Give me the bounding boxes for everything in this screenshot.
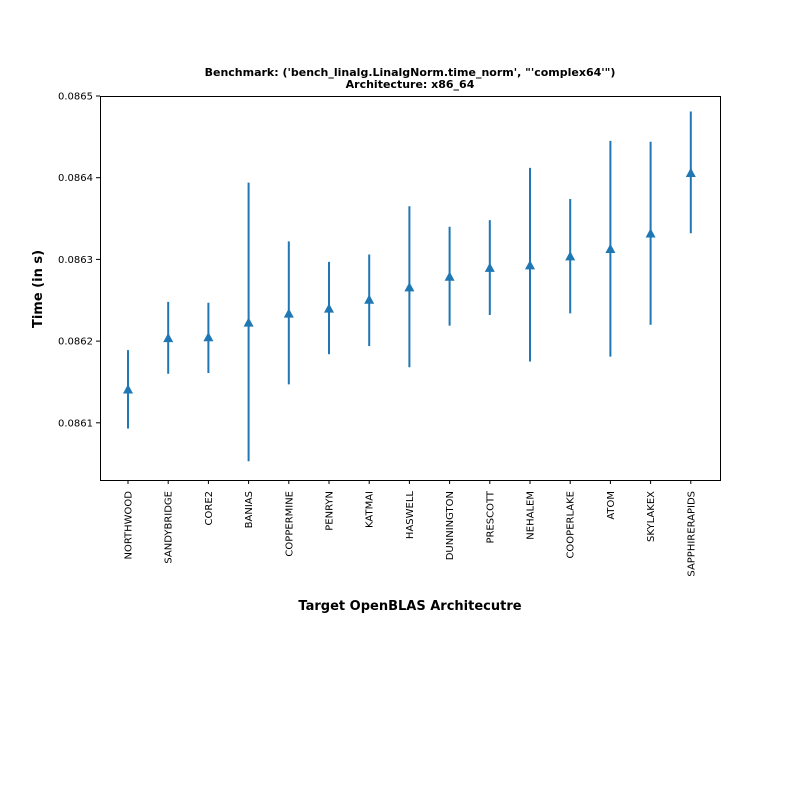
x-axis-ticks: NORTHWOOD SANDYBRIDGE CORE2 BANIAS COPPERMIN…: [124, 480, 697, 577]
point-nehalem: [525, 260, 535, 270]
point-prescott: [484, 262, 495, 272]
plot-frame: [100, 96, 721, 481]
x-tick-label-katmai: KATMAI: [365, 491, 376, 528]
x-tick-label-core2: CORE2: [204, 491, 215, 525]
data-marks: [123, 111, 696, 462]
point-dunnington: [444, 271, 455, 281]
x-axis-label: Target OpenBLAS Architecutre: [298, 599, 521, 614]
x-tick-label-sapphirerapids: SAPPHIRERAPIDS: [686, 491, 697, 577]
point-banias: [243, 317, 254, 327]
point-northwood: [123, 384, 133, 394]
x-tick-label-penryn: PENRYN: [325, 491, 336, 531]
x-tick-label-haswell: HASWELL: [405, 491, 416, 539]
x-tick-label-atom: ATOM: [606, 491, 617, 520]
y-axis-ticks: 0.0861 0.0862 0.0863 0.0864 0.0865: [58, 92, 100, 429]
x-tick-label-sandybridge: SANDYBRIDGE: [164, 491, 175, 564]
y-tick-label: 0.0864: [58, 173, 93, 184]
y-tick-label: 0.0865: [58, 92, 93, 103]
chart-title-line1: Benchmark: ('bench_linalg.LinalgNorm.tim…: [205, 66, 616, 79]
y-tick-label: 0.0863: [58, 255, 93, 266]
chart-title-line2: Architecture: x86_64: [346, 78, 475, 91]
x-tick-label-coppermine: COPPERMINE: [284, 491, 295, 557]
x-tick-label-prescott: PRESCOTT: [485, 490, 496, 543]
point-haswell: [404, 282, 415, 292]
y-tick-label: 0.0862: [58, 337, 93, 348]
point-skylakex: [645, 228, 656, 238]
x-tick-label-nehalem: NEHALEM: [526, 491, 537, 540]
x-tick-label-northwood: NORTHWOOD: [124, 491, 135, 560]
x-tick-label-skylakex: SKYLAKEX: [646, 491, 657, 542]
point-penryn: [324, 303, 334, 313]
point-atom: [605, 243, 616, 254]
point-sandybridge: [163, 332, 174, 343]
x-tick-label-dunnington: DUNNINGTON: [445, 491, 456, 560]
point-coppermine: [283, 308, 294, 318]
y-tick-label: 0.0861: [58, 418, 93, 429]
point-cooperlake: [565, 251, 576, 261]
point-sapphirerapids: [685, 167, 696, 178]
y-axis-label: Time (in s): [31, 250, 46, 328]
point-katmai: [364, 294, 375, 304]
point-core2: [203, 332, 214, 342]
x-tick-label-banias: BANIAS: [244, 491, 255, 528]
x-tick-label-cooperlake: COOPERLAKE: [566, 491, 577, 559]
